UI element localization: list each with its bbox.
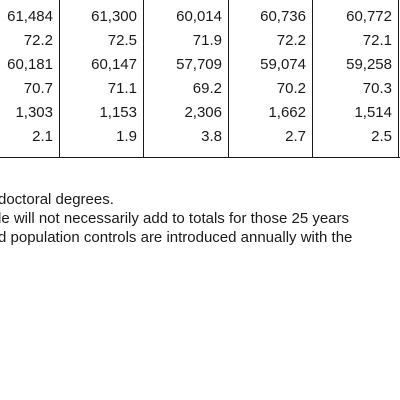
table-cell: 71.9 [192, 32, 222, 49]
table-cell: 60,014 [176, 8, 222, 25]
table-cell: 70.3 [362, 80, 392, 97]
table-cell: 1,514 [354, 104, 392, 121]
table-cell: 72.2 [23, 32, 53, 49]
table-cell: 71.1 [107, 80, 137, 97]
data-table: 61,484 72.2 60,181 70.7 1,303 2.1 61,300 72.5 60… [0, 0, 400, 158]
table-column: 61,300 72.5 60,147 71.1 1,153 1.9 [59, 0, 144, 158]
footnote-line: le will not necessarily add to totals fo… [0, 210, 350, 227]
footnote-line: doctoral degrees. [0, 191, 114, 208]
table-cell: 2.7 [285, 128, 306, 145]
table-cell: 1,662 [268, 104, 306, 121]
table-cell: 72.5 [107, 32, 137, 49]
table-cell: 70.2 [276, 80, 306, 97]
table-cell: 59,258 [346, 56, 392, 73]
table-cell: 61,300 [91, 8, 137, 25]
table-cell: 1,153 [99, 104, 137, 121]
table-cell: 61,484 [7, 8, 53, 25]
table-cell: 60,772 [346, 8, 392, 25]
table-cell: 2,306 [184, 104, 222, 121]
table-cell: 60,147 [91, 56, 137, 73]
table-cell: 70.7 [23, 80, 53, 97]
table-cell: 1.9 [116, 128, 137, 145]
table-cell: 60,736 [260, 8, 306, 25]
footnotes: doctoral degrees. le will not necessaril… [0, 190, 400, 247]
table-column: 60,772 72.1 59,258 70.3 1,514 2.5 [312, 0, 399, 158]
table-cell: 72.1 [362, 32, 392, 49]
table-cell: 1,303 [15, 104, 53, 121]
table-column: 60,736 72.2 59,074 70.2 1,662 2.7 [228, 0, 313, 158]
table-cell: 3.8 [201, 128, 222, 145]
table-cell: 2.1 [32, 128, 53, 145]
table-cell: 60,181 [7, 56, 53, 73]
table-column: 60,014 71.9 57,709 69.2 2,306 3.8 [143, 0, 229, 158]
table-cell: 2.5 [371, 128, 392, 145]
table-column: 61,484 72.2 60,181 70.7 1,303 2.1 [0, 0, 60, 158]
table-cell: 57,709 [176, 56, 222, 73]
table-cell: 59,074 [260, 56, 306, 73]
table-cell: 72.2 [276, 32, 306, 49]
table-bottom-rule [0, 157, 400, 158]
footnote-line: d population controls are introduced ann… [0, 229, 353, 246]
table-cell: 69.2 [192, 80, 222, 97]
